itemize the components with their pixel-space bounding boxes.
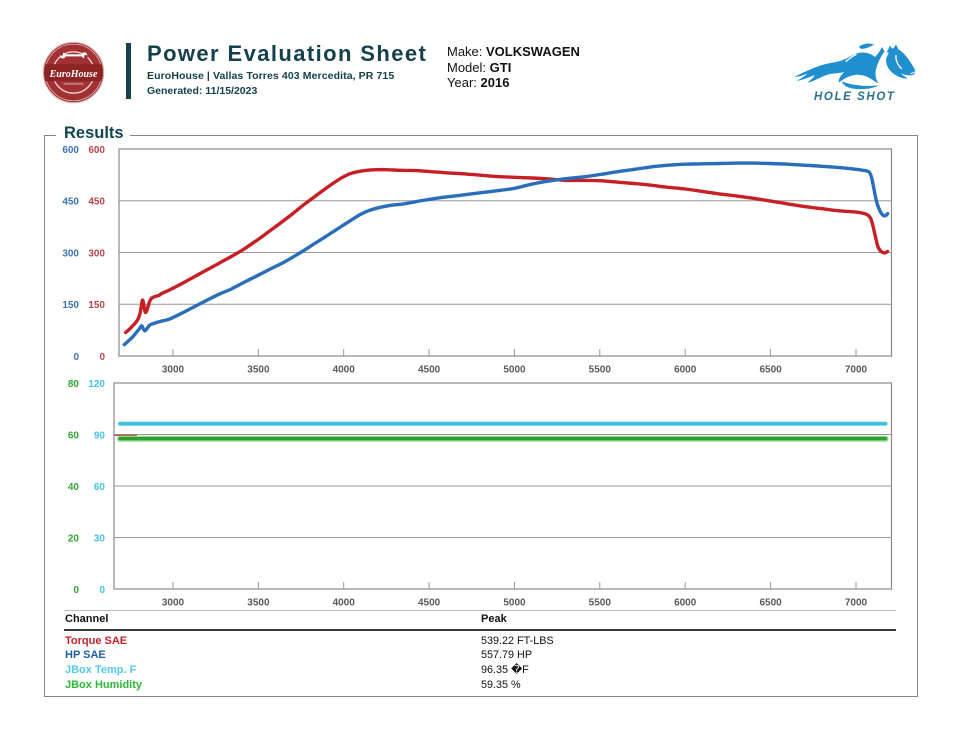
- svg-text:5500: 5500: [589, 365, 612, 376]
- svg-text:0: 0: [73, 585, 79, 596]
- svg-text:4500: 4500: [418, 598, 441, 609]
- svg-text:EuroHouse: EuroHouse: [49, 69, 98, 80]
- svg-text:0: 0: [99, 352, 105, 363]
- svg-text:150: 150: [62, 300, 79, 311]
- svg-text:30: 30: [94, 533, 106, 544]
- svg-text:6500: 6500: [759, 598, 782, 609]
- svg-text:80: 80: [68, 379, 80, 390]
- svg-text:90: 90: [94, 430, 106, 441]
- svg-text:4000: 4000: [333, 598, 356, 609]
- svg-text:150: 150: [88, 300, 105, 311]
- svg-text:7000: 7000: [845, 365, 868, 376]
- svg-text:450: 450: [88, 197, 105, 208]
- svg-text:300: 300: [62, 248, 79, 259]
- svg-text:6500: 6500: [759, 365, 782, 376]
- svg-text:60: 60: [94, 482, 106, 493]
- svg-text:300: 300: [88, 248, 105, 259]
- svg-text:7000: 7000: [845, 598, 868, 609]
- svg-text:20: 20: [68, 533, 80, 544]
- svg-text:4500: 4500: [418, 365, 441, 376]
- svg-text:450: 450: [62, 197, 79, 208]
- svg-text:6000: 6000: [674, 598, 697, 609]
- svg-text:3500: 3500: [247, 598, 270, 609]
- svg-text:3000: 3000: [162, 365, 185, 376]
- svg-text:4000: 4000: [333, 365, 356, 376]
- svg-text:5000: 5000: [503, 598, 526, 609]
- svg-text:0: 0: [73, 352, 79, 363]
- svg-text:3500: 3500: [247, 365, 270, 376]
- svg-text:5000: 5000: [503, 365, 526, 376]
- svg-text:6000: 6000: [674, 365, 697, 376]
- svg-text:3000: 3000: [162, 598, 185, 609]
- svg-text:600: 600: [62, 145, 79, 156]
- svg-text:120: 120: [88, 379, 105, 390]
- svg-text:5500: 5500: [589, 598, 612, 609]
- svg-text:40: 40: [68, 482, 80, 493]
- svg-text:600: 600: [88, 145, 105, 156]
- svg-text:0: 0: [99, 585, 105, 596]
- svg-text:60: 60: [68, 430, 80, 441]
